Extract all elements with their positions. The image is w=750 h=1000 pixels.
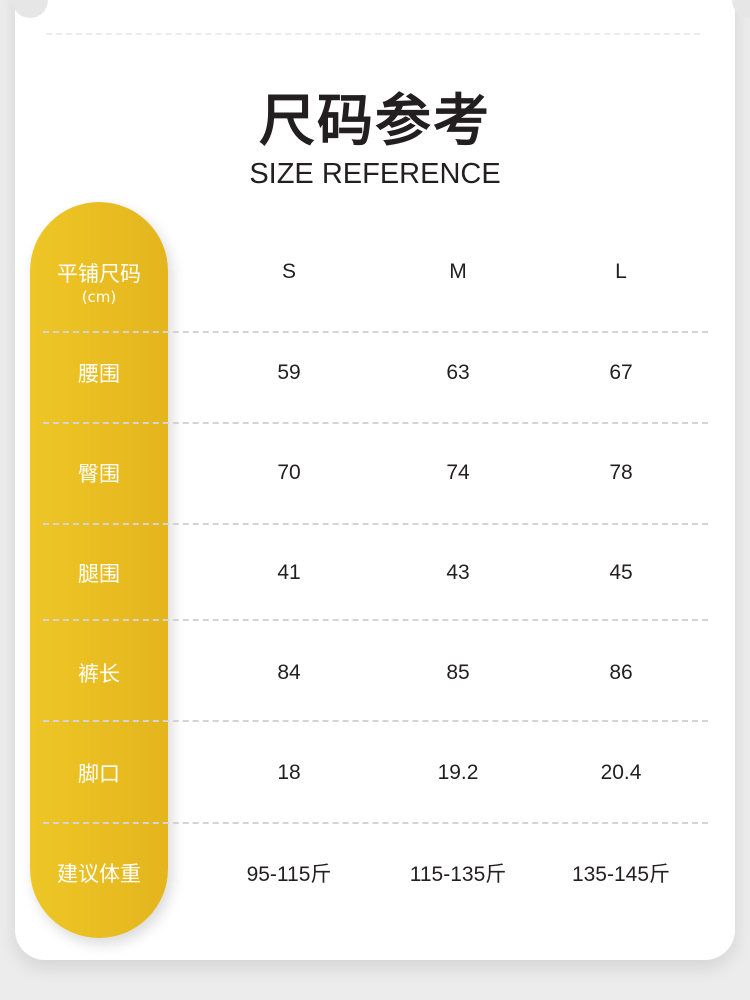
- row-label-pill: [30, 202, 168, 938]
- table-cell: 115-135斤: [409, 863, 507, 886]
- row-divider: [43, 331, 708, 333]
- page-title: 尺码参考: [259, 89, 491, 154]
- row-divider: [43, 422, 708, 424]
- table-cell: 84: [277, 661, 301, 684]
- table-cell: 86: [609, 661, 633, 684]
- row-divider: [43, 822, 708, 824]
- column-header-s: S: [281, 260, 296, 283]
- table-cell: 18: [277, 761, 301, 784]
- ticket-notch-right: [732, 0, 750, 18]
- table-cell: 74: [446, 461, 470, 484]
- table-cell: 85: [446, 661, 470, 684]
- table-cell: 95-115斤: [246, 863, 332, 886]
- table-cell: 41: [277, 561, 301, 584]
- page-subtitle: SIZE REFERENCE: [249, 158, 501, 190]
- table-cell: 78: [609, 461, 633, 484]
- ticket-notch-left: [12, 0, 48, 18]
- table-cell: 70: [277, 461, 301, 484]
- row-divider: [43, 619, 708, 621]
- corner-label: 平铺尺码 (cm): [30, 258, 168, 306]
- row-divider: [43, 720, 708, 722]
- table-cell: 43: [446, 561, 470, 584]
- row-label: 裤长: [78, 662, 120, 686]
- row-label: 腰围: [78, 362, 120, 386]
- corner-unit: (cm): [81, 288, 117, 306]
- row-label: 臀围: [78, 462, 120, 486]
- table-cell: 59: [277, 361, 301, 384]
- corner-label-text: 平铺尺码: [57, 262, 141, 286]
- column-header-m: M: [449, 260, 467, 283]
- row-divider: [43, 523, 708, 525]
- table-cell: 19.2: [437, 761, 479, 784]
- row-label: 腿围: [78, 562, 120, 586]
- table-cell: 135-145斤: [571, 863, 671, 886]
- top-dashed-divider: [46, 33, 700, 35]
- table-cell: 67: [609, 361, 633, 384]
- table-cell: 63: [446, 361, 470, 384]
- table-cell: 20.4: [600, 761, 642, 784]
- column-header-l: L: [615, 260, 627, 283]
- row-label: 建议体重: [57, 862, 141, 886]
- row-label: 脚口: [78, 762, 120, 786]
- table-cell: 45: [609, 561, 633, 584]
